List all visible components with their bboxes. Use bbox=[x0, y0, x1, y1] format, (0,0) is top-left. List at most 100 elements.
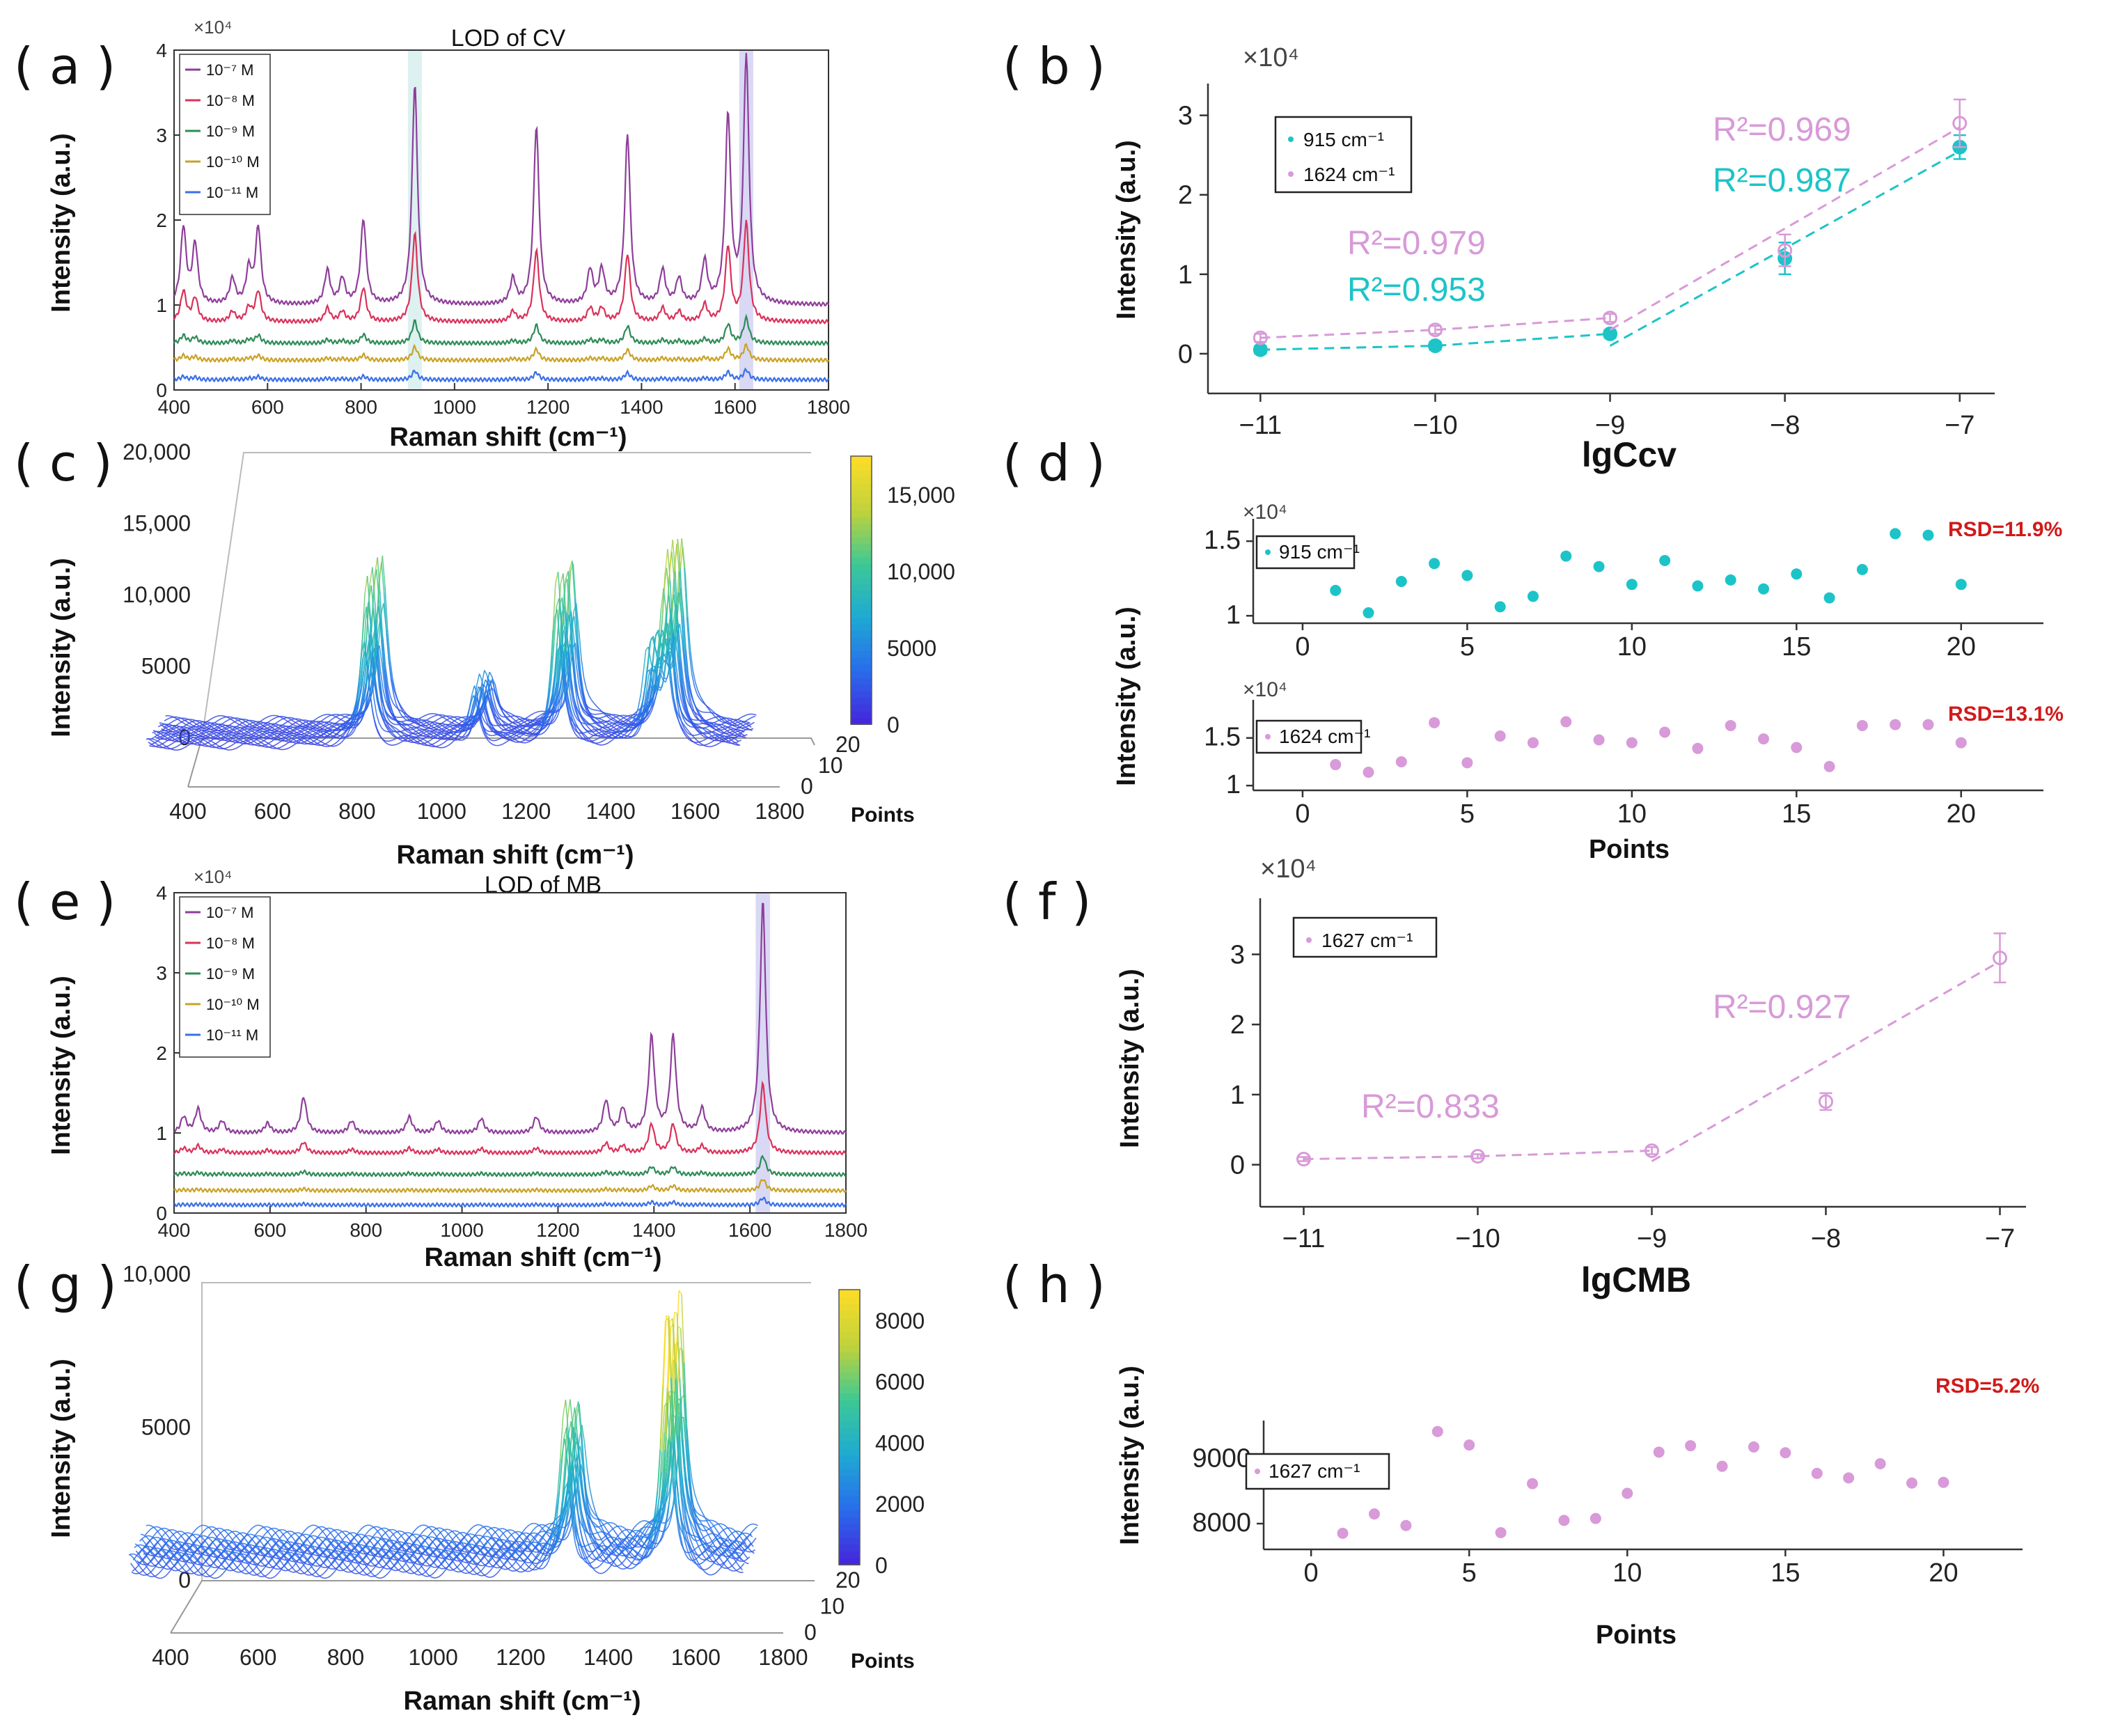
panel-c-spectrum-segment bbox=[381, 727, 385, 731]
panel-c-spectrum-segment bbox=[386, 633, 390, 663]
panel-c-spectrum-segment bbox=[152, 730, 156, 732]
panel-c-spectrum-segment bbox=[325, 742, 329, 744]
panel-c-spectrum-segment bbox=[524, 720, 528, 723]
panel-c-spectrum-segment bbox=[583, 704, 587, 711]
panel-c-spectrum-segment bbox=[256, 733, 260, 737]
panel-d-xlabel: Points bbox=[1589, 835, 1670, 864]
panel-c-spectrum-segment bbox=[734, 735, 737, 737]
panel-c-spectrum-segment bbox=[201, 721, 204, 724]
panel-c-side-axis bbox=[187, 737, 203, 788]
panel-b-ytick-label: 1 bbox=[1178, 260, 1193, 290]
panel-c-spectrum-segment bbox=[595, 717, 599, 719]
panel-c-spectrum-segment bbox=[679, 623, 683, 642]
panel-c-spectrum-segment bbox=[432, 730, 436, 733]
panel-d-bottom-xtick-label: 0 bbox=[1295, 799, 1310, 829]
panel-c-spectrum-segment bbox=[419, 733, 423, 736]
panel-c-spectrum-segment bbox=[317, 721, 321, 724]
panel-c-spectrum-segment bbox=[437, 739, 441, 742]
panel-c-spectrum-segment bbox=[310, 742, 314, 744]
panel-c-spectrum-segment bbox=[499, 705, 503, 710]
panel-c-spectrum-segment bbox=[687, 724, 691, 728]
panel-c-spectrum-segment bbox=[267, 742, 271, 746]
panel-c-spectrum-segment bbox=[496, 738, 501, 741]
panel-c-spectrum-segment bbox=[320, 725, 324, 728]
panel-c-spectrum-segment bbox=[278, 735, 282, 737]
panel-c-spectrum-segment bbox=[221, 724, 225, 726]
panel-e-axes-frame bbox=[173, 892, 847, 1214]
panel-c-spectrum-segment bbox=[478, 673, 483, 681]
panel-c-spectrum-segment bbox=[694, 742, 698, 745]
panel-c-spectrum-segment bbox=[189, 723, 193, 726]
panel-c-colorbar-cell bbox=[851, 704, 872, 712]
panel-c-spectrum-segment bbox=[236, 722, 240, 725]
panel-c-spectrum-segment bbox=[712, 731, 715, 733]
panel-c-spectrum-segment bbox=[744, 736, 746, 739]
panel-c-spectrum-segment bbox=[258, 723, 261, 726]
panel-c-spectrum-segment bbox=[751, 721, 755, 725]
panel-c-colorbar-cell bbox=[851, 456, 872, 464]
panel-c-spectrum-segment bbox=[203, 728, 207, 730]
panel-c-spectrum-segment bbox=[602, 721, 606, 724]
panel-a-xtick-label: 1200 bbox=[526, 396, 570, 418]
panel-c-spectrum-segment bbox=[712, 717, 716, 719]
panel-a-legend-entry: 10⁻⁷ M bbox=[206, 61, 253, 79]
panel-c-spectrum-segment bbox=[696, 733, 700, 736]
panel-c-spectrum-segment bbox=[390, 680, 395, 695]
panel-c-spectrum-segment bbox=[388, 703, 392, 713]
panel-c-spectrum-segment bbox=[691, 711, 696, 717]
panel-b-fit-high bbox=[1609, 126, 1961, 331]
panel-c-spectrum-segment bbox=[185, 719, 188, 721]
panel-c-spectrum-segment bbox=[441, 742, 445, 745]
panel-c-spectrum-segment bbox=[174, 729, 178, 733]
panel-b-r2-annotation: R²=0.987 bbox=[1713, 162, 1851, 199]
panel-c-spectrum-segment bbox=[703, 729, 707, 733]
panel-c-spectrum-segment bbox=[227, 726, 230, 729]
panel-c-spectrum-segment bbox=[197, 742, 201, 745]
panel-e-title: LOD of MB bbox=[485, 872, 602, 898]
panel-c-spectrum-segment bbox=[443, 740, 447, 744]
panel-c-spectrum-segment bbox=[301, 721, 306, 725]
panel-c-spectrum-segment bbox=[739, 733, 743, 736]
panel-c-spectrum-segment bbox=[705, 726, 709, 728]
panel-c-spectrum-segment bbox=[437, 717, 441, 721]
panel-c-spectrum-segment bbox=[432, 714, 437, 717]
panel-c-spectrum-segment bbox=[315, 744, 319, 746]
panel-d-top-data-point bbox=[1330, 584, 1342, 596]
panel-c-spectrum-segment bbox=[654, 691, 658, 703]
panel-c-spectrum-segment bbox=[590, 735, 594, 738]
panel-c-spectrum-segment bbox=[317, 723, 321, 726]
panel-c-spectrum-segment bbox=[737, 724, 741, 726]
panel-c-spectrum-segment bbox=[296, 722, 299, 726]
panel-d-bottom-data-point bbox=[1395, 756, 1407, 767]
panel-c-spectrum-segment bbox=[587, 706, 591, 710]
panel-c-spectrum-segment bbox=[597, 710, 601, 712]
panel-c-spectrum-segment bbox=[442, 746, 446, 749]
panel-d-top-data-point bbox=[1823, 592, 1835, 604]
panel-c-spectrum-segment bbox=[204, 738, 207, 740]
panel-c-spectrum-segment bbox=[387, 686, 391, 698]
panel-d-top-data-point bbox=[1429, 558, 1440, 570]
panel-c-spectrum-segment bbox=[719, 719, 723, 721]
panel-e-ytick-label: 4 bbox=[156, 882, 167, 904]
panel-c-spectrum-segment bbox=[595, 733, 599, 735]
panel-c-spectrum-segment bbox=[629, 714, 632, 717]
panel-c-spectrum-segment bbox=[496, 722, 500, 727]
panel-c-spectrum-segment bbox=[222, 717, 226, 719]
panel-c-spectrum-segment bbox=[446, 718, 450, 721]
panel-d-top-xtick-label: 0 bbox=[1295, 632, 1310, 662]
panel-c-spectrum-segment bbox=[260, 738, 263, 741]
panel-c-spectrum-segment bbox=[450, 733, 454, 735]
panel-c-spectrum-segment bbox=[169, 717, 173, 719]
panel-c-spectrum-segment bbox=[730, 726, 733, 729]
panel-c-spectrum-segment bbox=[427, 730, 431, 733]
panel-c-spectrum-segment bbox=[684, 668, 689, 691]
panel-c-spectrum-segment bbox=[406, 719, 409, 721]
panel-d-bottom-data-point bbox=[1560, 716, 1572, 728]
panel-e-legend-entry: 10⁻⁸ M bbox=[206, 935, 255, 952]
panel-c-spectrum-segment bbox=[446, 726, 450, 729]
panel-a-ytick-label: 1 bbox=[156, 295, 167, 316]
panel-c-spectrum-segment bbox=[627, 735, 631, 737]
panel-e-ytick-label: 2 bbox=[156, 1042, 167, 1064]
panel-c-spectrum-segment bbox=[403, 717, 407, 721]
panel-c-spectrum-segment bbox=[716, 719, 720, 722]
